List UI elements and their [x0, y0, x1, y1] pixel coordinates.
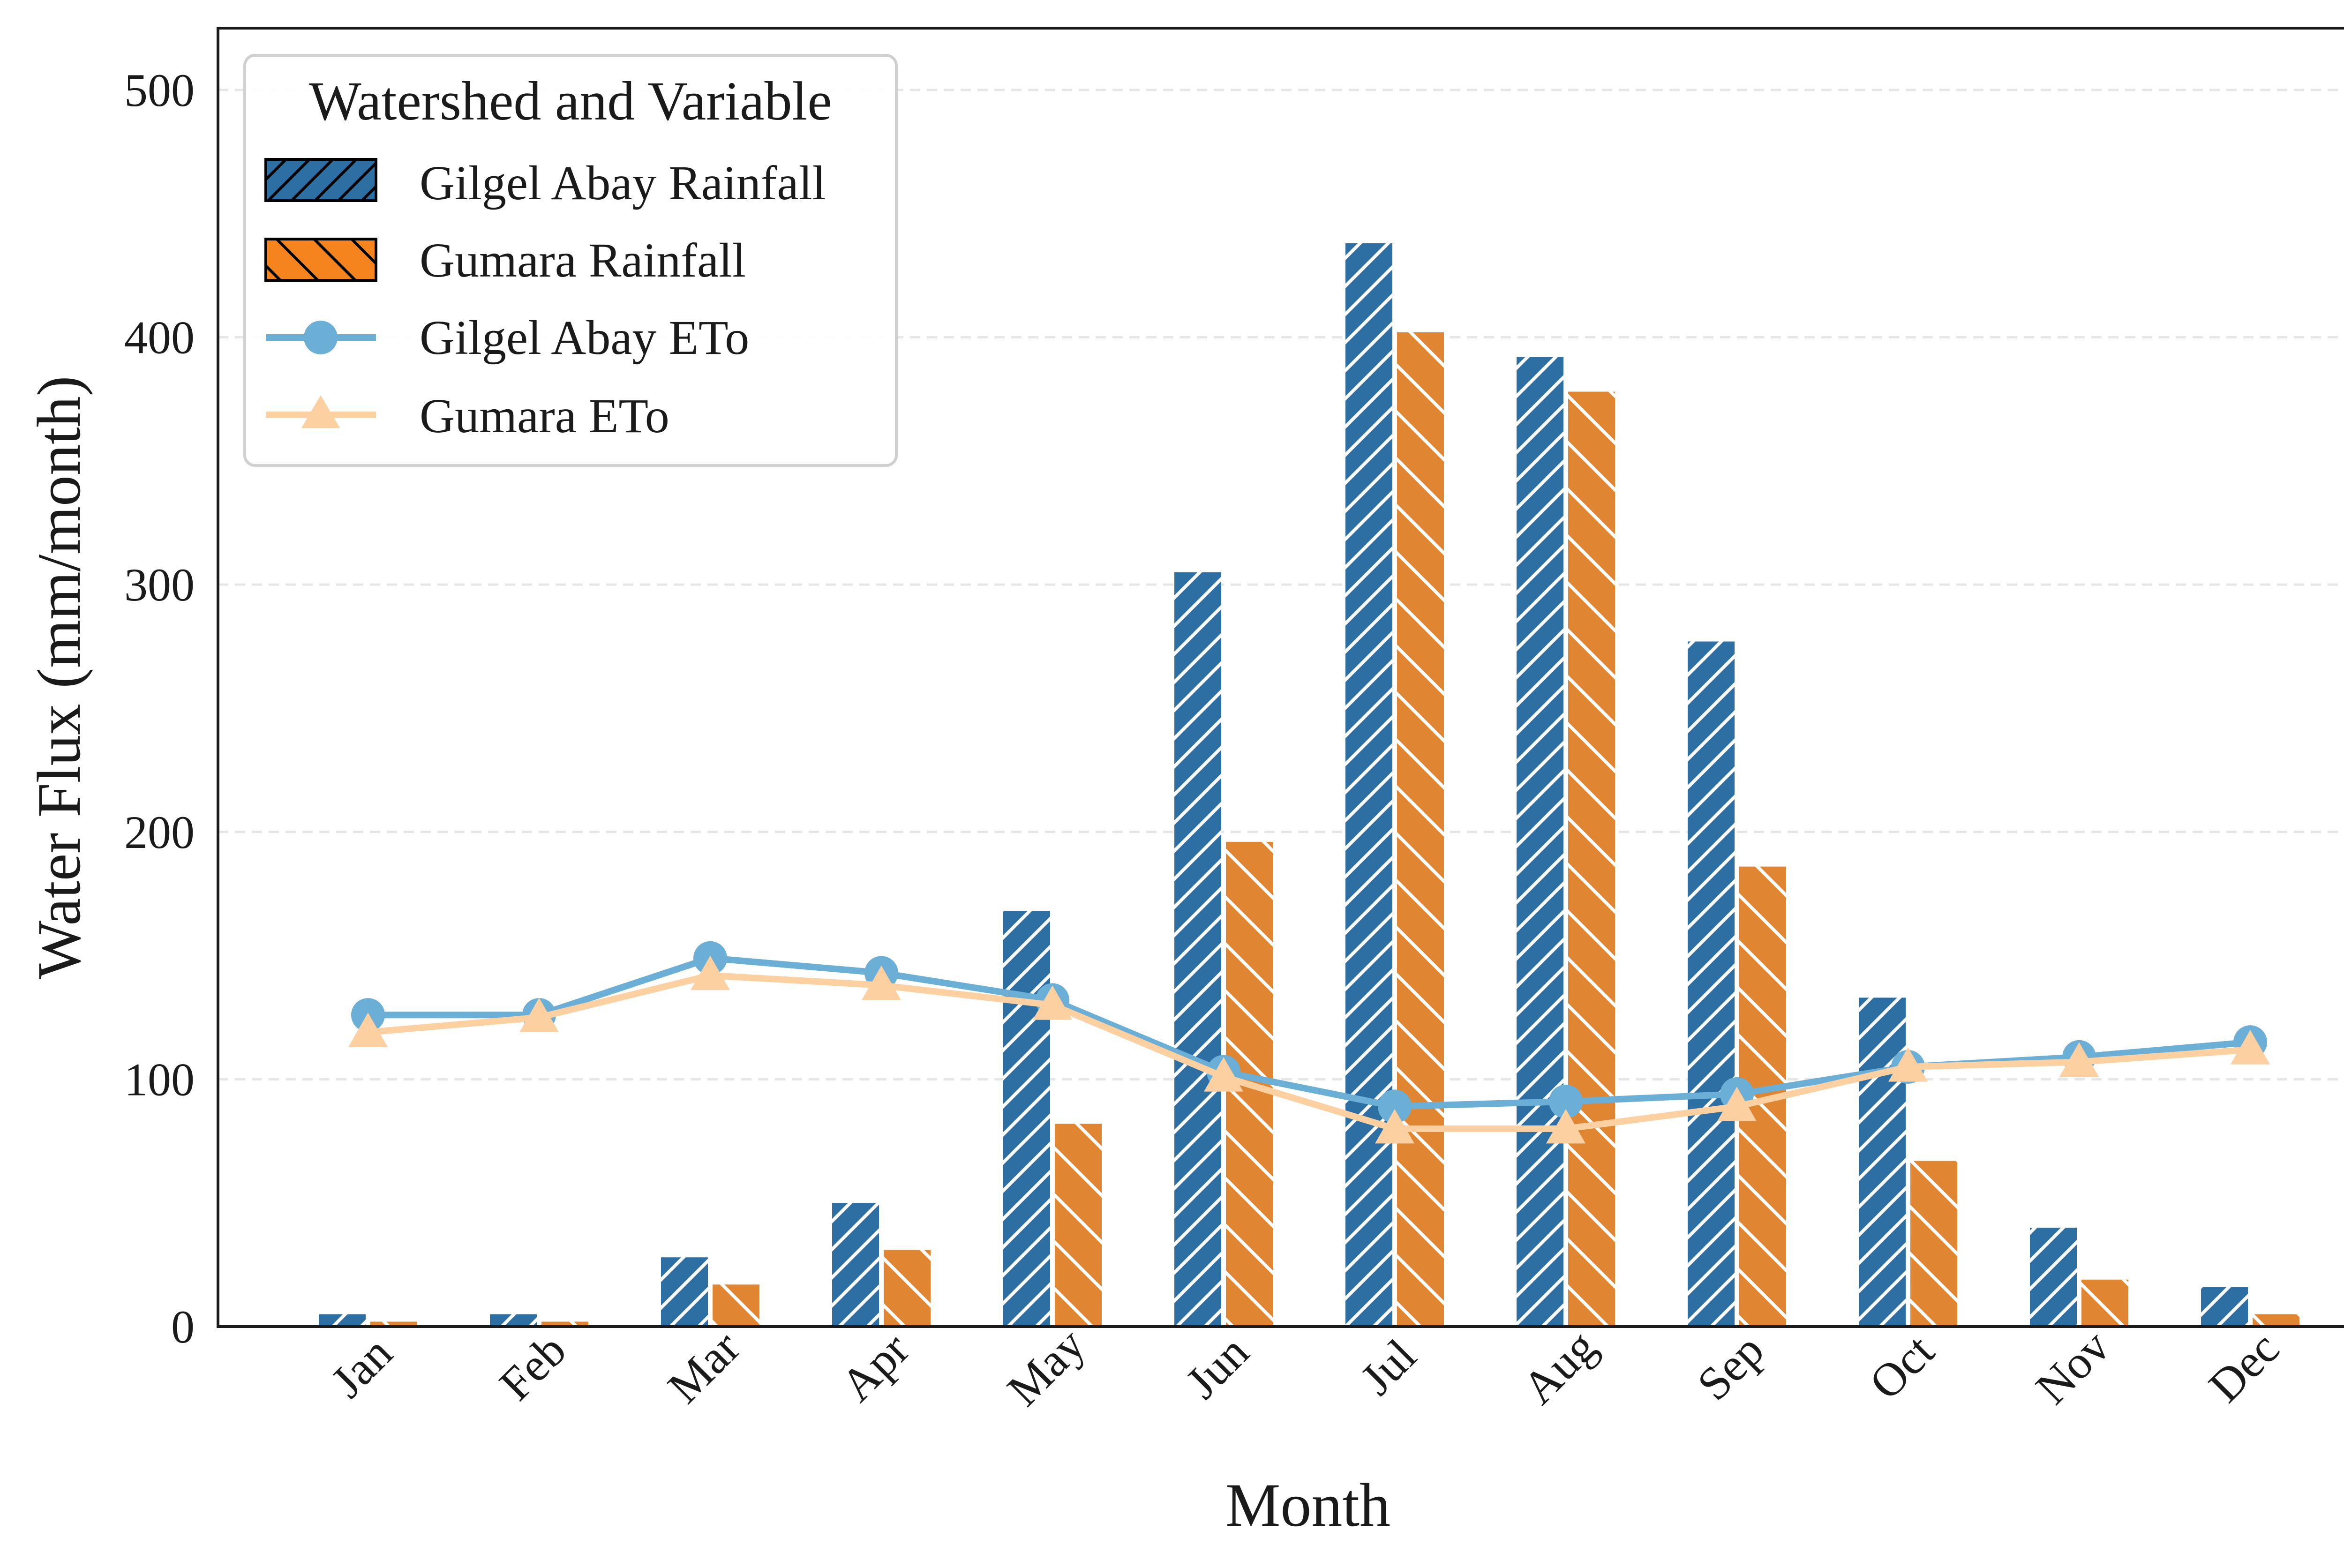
bar-gumara-rainfall — [541, 1321, 588, 1327]
legend-label-gilgel-abay-rainfall: Gilgel Abay Rainfall — [420, 156, 826, 210]
y-tick-label: 500 — [124, 64, 195, 116]
bar-gilgel-abay-rainfall — [661, 1257, 708, 1327]
bar-gilgel-abay-rainfall — [1174, 572, 1221, 1327]
y-tick-label: 100 — [124, 1053, 195, 1105]
bar-gumara-rainfall — [884, 1250, 931, 1327]
legend-label-gumara-rainfall: Gumara Rainfall — [420, 233, 746, 287]
gumara-eto-point — [1033, 985, 1072, 1020]
gilgel-abay-eto-line — [351, 941, 2267, 1124]
bar-gumara-rainfall — [1568, 391, 1615, 1327]
x-tick-label: Aug — [1512, 1320, 1606, 1414]
gumara-eto-point — [1546, 1109, 1585, 1144]
legend-marker-gumara-eto — [301, 395, 340, 428]
legend-title: Watershed and Variable — [309, 70, 832, 132]
gumara-eto-point — [2059, 1042, 2099, 1077]
gumara-eto-point — [1204, 1057, 1243, 1092]
legend-label-gilgel-abay-eto: Gilgel Abay ETo — [420, 311, 749, 365]
gilgel-abay-rainfall-bars — [319, 243, 2248, 1327]
bar-gilgel-abay-rainfall — [1688, 641, 1735, 1327]
legend-swatch-gumara-rainfall — [264, 238, 377, 282]
bar-gilgel-abay-rainfall — [2030, 1227, 2077, 1327]
gumara-eto-path — [368, 972, 2251, 1132]
x-tick-label: Sep — [1687, 1324, 1774, 1410]
gumara-eto-point — [1888, 1047, 1928, 1082]
gumara-eto-point — [2231, 1030, 2270, 1065]
x-tick-label: Jul — [1351, 1329, 1426, 1405]
legend-marker-gilgel-abay-eto — [304, 321, 338, 354]
bar-gumara-rainfall — [1055, 1124, 1102, 1327]
x-tick-label: Feb — [489, 1324, 576, 1410]
x-tick-label: Oct — [1859, 1325, 1944, 1410]
x-tick-label: Jan — [321, 1327, 402, 1408]
y-tick-label: 0 — [171, 1301, 195, 1353]
x-tick-label: Dec — [2199, 1322, 2289, 1412]
gilgel-abay-eto-point — [1549, 1084, 1583, 1118]
bar-gilgel-abay-rainfall — [1859, 998, 1906, 1327]
x-axis-title: Month — [1225, 1470, 1390, 1539]
bar-gumara-rainfall — [1397, 332, 1444, 1327]
gumara-eto-line — [348, 955, 2270, 1144]
plot-frame — [217, 27, 2344, 1328]
bar-gilgel-abay-rainfall — [832, 1203, 879, 1327]
y-tick-label: 300 — [124, 559, 195, 611]
gumara-eto-point — [519, 998, 559, 1032]
bar-gilgel-abay-rainfall — [319, 1314, 366, 1327]
y-tick-label: 200 — [124, 806, 195, 858]
bar-gilgel-abay-rainfall — [1003, 911, 1050, 1327]
bar-gilgel-abay-rainfall — [1517, 357, 1563, 1327]
bar-gumara-rainfall — [2253, 1314, 2299, 1327]
gilgel-abay-eto-point — [1378, 1089, 1412, 1124]
y-tick-label: 400 — [124, 312, 195, 364]
bar-gilgel-abay-rainfall — [490, 1314, 537, 1327]
bar-gilgel-abay-rainfall — [2201, 1287, 2248, 1327]
x-axis: Jan Feb Mar Apr May Jun Jul Aug Sep Oct Nov Dec — [321, 1318, 2289, 1416]
gumara-rainfall-bars — [370, 332, 2299, 1327]
x-tick-label: Apr — [831, 1323, 919, 1411]
legend: Watershed and Variable Gilgel Abay Rainf… — [243, 54, 898, 467]
legend-label-gumara-eto: Gumara ETo — [420, 389, 669, 443]
gumara-eto-point — [1375, 1109, 1414, 1144]
x-tick-label: Jun — [1176, 1326, 1259, 1409]
gilgel-abay-eto-path — [368, 954, 2251, 1110]
bar-gumara-rainfall — [1910, 1161, 1957, 1327]
gumara-eto-point — [1717, 1087, 1757, 1121]
bar-gumara-rainfall — [713, 1284, 759, 1327]
bar-gumara-rainfall — [370, 1321, 417, 1327]
x-tick-label: May — [997, 1318, 1095, 1416]
gumara-eto-point — [862, 965, 901, 1000]
x-tick-label: Nov — [2026, 1320, 2119, 1414]
y-axis-title: Water Flux (mm/month) — [24, 375, 93, 979]
bar-gilgel-abay-rainfall — [1345, 243, 1392, 1327]
bar-gumara-rainfall — [2081, 1279, 2128, 1327]
gumara-eto-point — [691, 955, 730, 990]
legend-swatch-gilgel-abay-rainfall — [264, 158, 377, 202]
y-axis: 0 100 200 300 400 500 — [124, 64, 195, 1353]
x-tick-label: Mar — [658, 1321, 750, 1413]
gumara-eto-point — [348, 1013, 388, 1047]
legend-box — [243, 54, 898, 467]
